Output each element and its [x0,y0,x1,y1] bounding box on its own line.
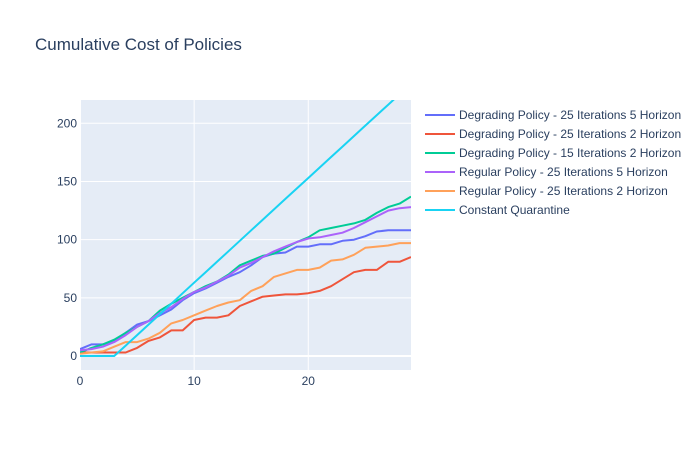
y-tick-label: 150 [57,174,77,188]
y-tick-label: 0 [70,349,77,363]
series-line-1 [80,229,411,351]
chart-title: Cumulative Cost of Policies [35,35,242,54]
series-line-5 [80,242,411,355]
y-tick-label: 50 [64,291,78,305]
x-tick-label: 0 [77,374,84,388]
x-tick-label: 10 [187,374,201,388]
y-tick-label: 100 [57,233,77,247]
legend-label-3: Degrading Policy - 15 Iterations 2 Horiz… [459,146,681,160]
legend: Degrading Policy - 25 Iterations 5 Horiz… [425,108,681,217]
x-tick-label: 20 [302,374,316,388]
legend-label-6: Constant Quarantine [459,203,570,217]
series-layer [80,100,411,357]
legend-label-1: Degrading Policy - 25 Iterations 5 Horiz… [459,108,681,122]
series-line-2 [80,256,411,354]
legend-label-2: Degrading Policy - 25 Iterations 2 Horiz… [459,127,681,141]
series-line-6 [80,100,395,357]
gridlines [79,100,411,370]
legend-label-5: Regular Policy - 25 Iterations 2 Horizon [459,184,668,198]
y-tick-label: 200 [57,116,77,130]
x-axis: 0 10 20 [77,374,316,388]
series-line-4 [80,206,411,352]
legend-label-4: Regular Policy - 25 Iterations 5 Horizon [459,165,668,179]
y-axis: 0 50 100 150 200 [57,116,77,363]
